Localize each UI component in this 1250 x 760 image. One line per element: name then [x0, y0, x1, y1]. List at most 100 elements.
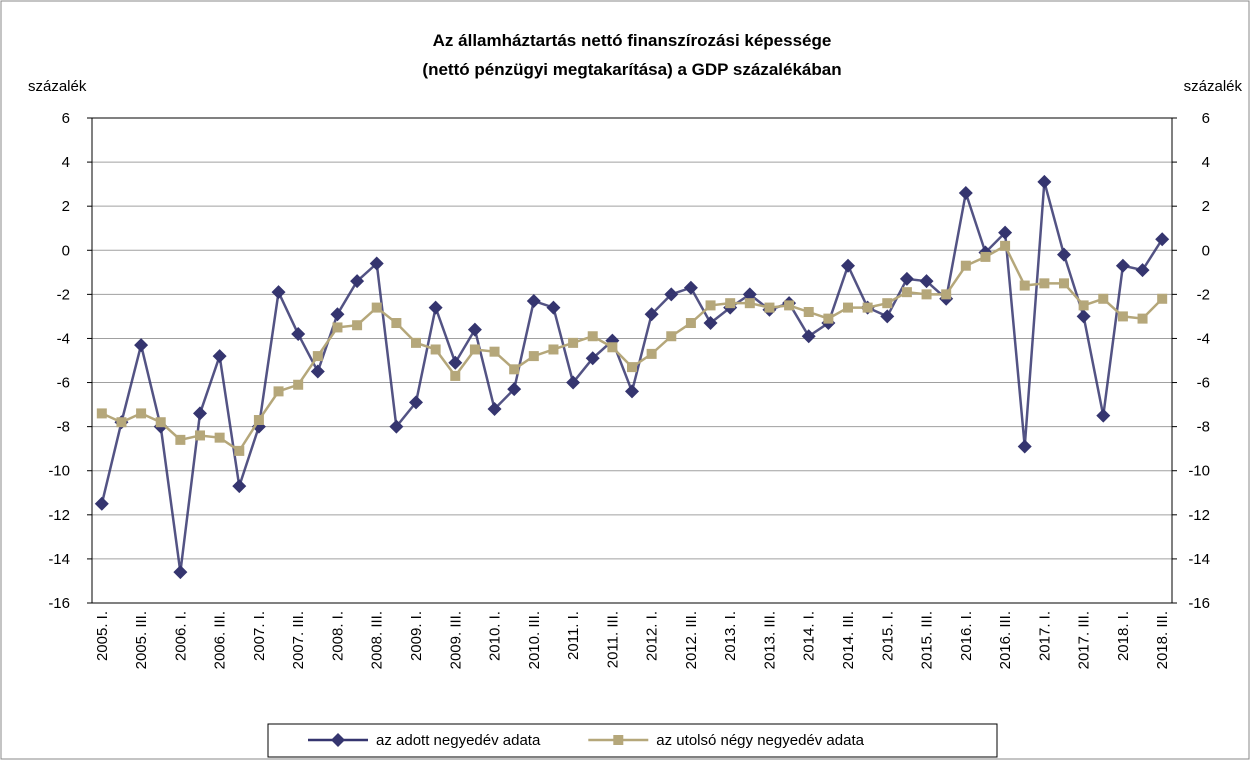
y2-tick-label: -12: [1188, 507, 1210, 524]
data-point: [428, 300, 443, 315]
data-point: [350, 274, 365, 289]
data-point: [823, 313, 834, 324]
x-tick-label: 2007. I.: [251, 611, 268, 661]
data-point: [841, 258, 855, 273]
data-point: [744, 298, 755, 309]
data-point: [173, 565, 188, 580]
data-point: [784, 300, 795, 311]
data-point: [941, 289, 952, 300]
x-tick-label: 2011. III.: [604, 611, 621, 668]
data-point: [585, 351, 600, 366]
data-point: [703, 316, 718, 331]
data-point: [998, 225, 1013, 240]
data-point: [683, 280, 698, 295]
x-tick-label: 2018. I.: [1115, 611, 1132, 661]
data-point: [509, 364, 520, 375]
data-point: [546, 300, 561, 315]
data-point: [234, 445, 245, 456]
x-tick-label: 2008. III.: [369, 611, 386, 669]
data-point: [705, 300, 716, 311]
data-point: [469, 344, 480, 355]
y2-axis-label: százalék: [1184, 78, 1243, 95]
y-tick-label: -4: [57, 330, 70, 347]
y2-tick-label: -2: [1197, 286, 1210, 303]
data-point: [1115, 258, 1130, 273]
data-point: [448, 355, 463, 370]
data-point: [568, 337, 579, 348]
x-tick-label: 2009. I.: [408, 611, 425, 661]
data-point: [921, 289, 932, 300]
data-point: [94, 496, 109, 511]
x-tick-label: 2005. III.: [133, 611, 150, 669]
plot-area: [92, 118, 1172, 603]
chart-title: (nettó pénzügyi megtakarítása) a GDP szá…: [422, 60, 841, 79]
data-point: [193, 406, 207, 421]
data-point: [507, 382, 522, 397]
data-point: [352, 320, 363, 331]
x-tick-label: 2014. III.: [840, 611, 857, 669]
data-point: [391, 318, 402, 329]
y-tick-label: -8: [57, 419, 70, 436]
data-point: [1098, 293, 1109, 304]
data-point: [1155, 232, 1170, 247]
data-point: [1137, 313, 1148, 324]
data-point: [526, 293, 541, 308]
data-point: [625, 384, 639, 399]
data-point: [764, 302, 775, 313]
data-point: [96, 408, 107, 419]
legend-label: az adott negyedév adata: [376, 732, 541, 749]
data-point: [980, 251, 991, 262]
data-point: [1057, 247, 1071, 262]
data-point: [664, 287, 679, 302]
x-tick-label: 2010. I.: [487, 611, 504, 661]
data-point: [742, 287, 757, 302]
x-tick-label: 2013. I.: [722, 611, 739, 661]
x-tick-label: 2017. III.: [1076, 611, 1093, 669]
data-point: [843, 302, 853, 313]
data-point: [958, 185, 973, 200]
legend-marker: [613, 735, 624, 745]
y2-tick-label: -6: [1197, 375, 1210, 392]
x-tick-label: 2010. III.: [526, 611, 543, 669]
data-point: [487, 402, 502, 416]
data-point: [1078, 300, 1089, 311]
y-tick-label: 4: [62, 154, 70, 171]
x-tick-label: 2007. III.: [290, 611, 307, 669]
data-point: [214, 432, 225, 443]
data-point: [627, 362, 637, 373]
y-tick-label: -12: [48, 507, 70, 524]
data-point: [803, 307, 814, 317]
y-axis-label: százalék: [28, 78, 87, 95]
data-point: [1000, 240, 1011, 251]
y2-tick-label: 0: [1202, 242, 1210, 259]
data-point: [1039, 278, 1050, 289]
x-tick-label: 2017. I.: [1036, 611, 1053, 661]
chart-title: Az államháztartás nettó finanszírozási k…: [433, 31, 832, 50]
legend-marker: [331, 733, 345, 747]
y-tick-label: -6: [57, 375, 70, 392]
data-point: [489, 346, 500, 357]
data-point: [1135, 263, 1150, 278]
y2-tick-label: -14: [1188, 551, 1210, 568]
data-point: [666, 331, 677, 342]
x-tick-label: 2015. I.: [879, 611, 896, 661]
data-point: [1059, 278, 1069, 289]
data-point: [253, 415, 264, 426]
data-point: [409, 395, 423, 410]
data-point: [899, 271, 914, 286]
x-tick-label: 2006. I.: [172, 611, 189, 661]
x-tick-label: 2015. III.: [919, 611, 936, 669]
data-point: [587, 331, 598, 342]
data-point: [411, 337, 421, 348]
data-point: [919, 274, 934, 289]
x-tick-label: 2008. I.: [329, 611, 346, 661]
data-point: [389, 419, 404, 434]
data-point: [548, 344, 559, 355]
data-point: [1096, 408, 1111, 423]
x-tick-label: 2016. I.: [958, 611, 975, 661]
data-point: [195, 430, 205, 441]
data-point: [310, 364, 325, 379]
data-point: [862, 302, 873, 313]
data-point: [685, 318, 696, 329]
